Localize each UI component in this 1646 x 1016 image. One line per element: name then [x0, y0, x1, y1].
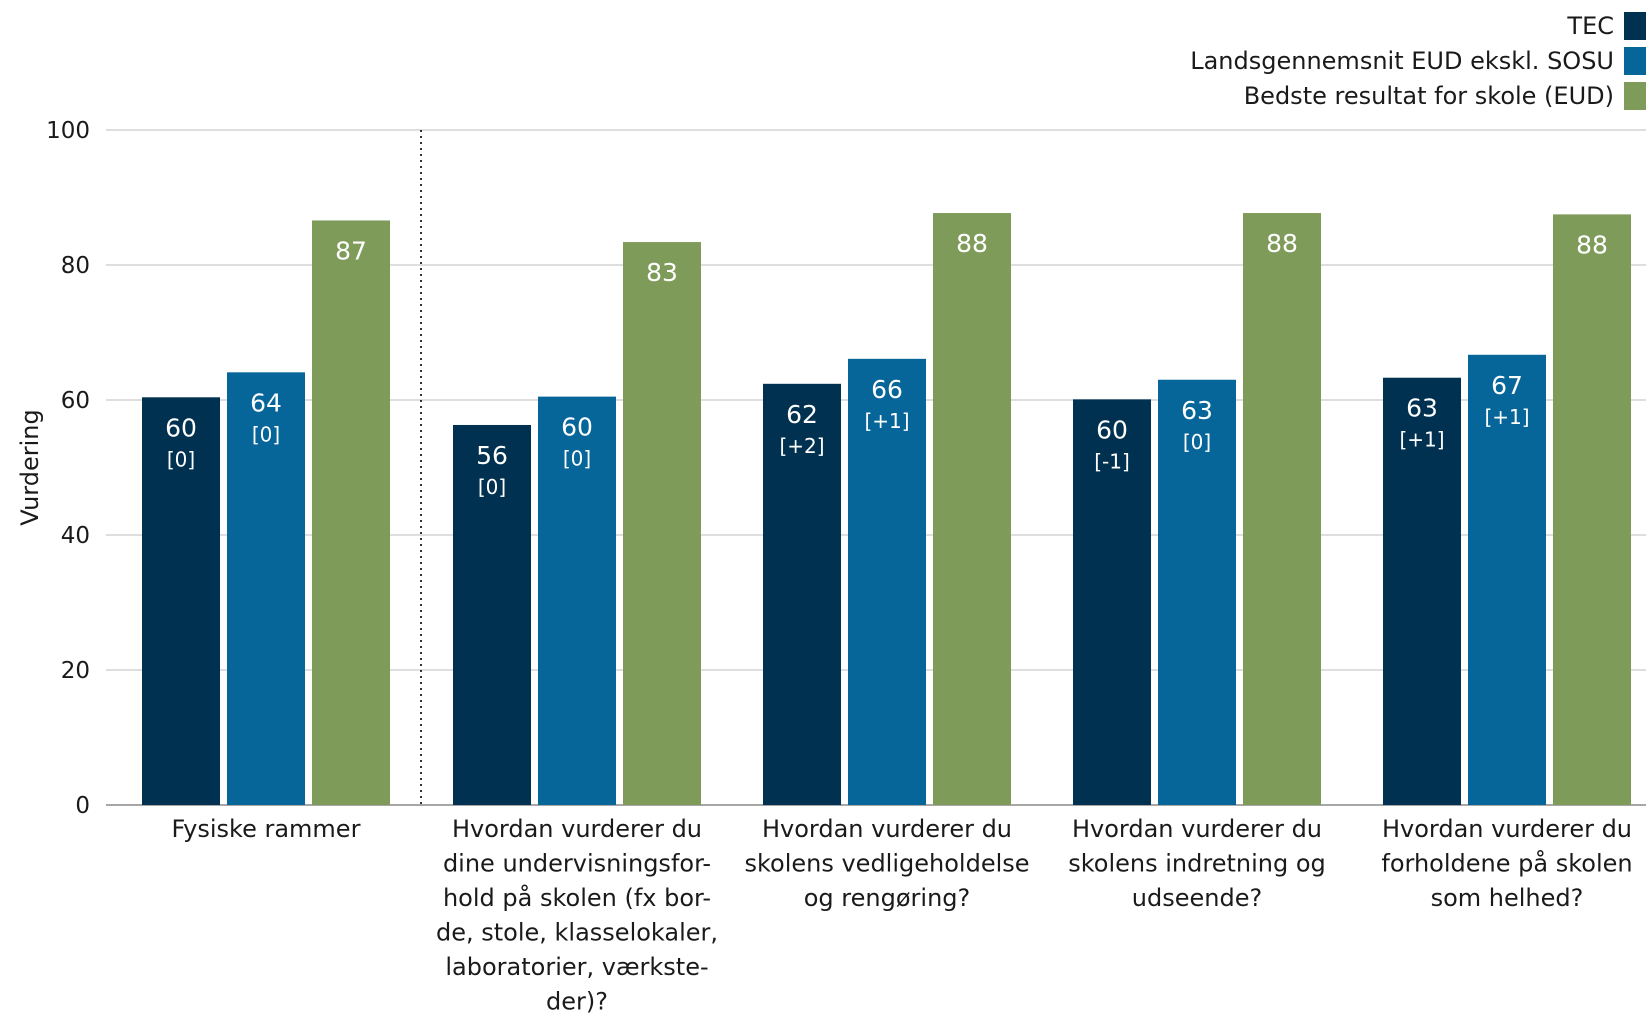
x-tick-label: og rengøring?	[804, 884, 971, 912]
change-label: [+1]	[1484, 405, 1529, 429]
bar	[1073, 399, 1151, 805]
x-tick-label: Hvordan vurderer du	[452, 815, 702, 843]
change-label: [+2]	[779, 434, 824, 458]
legend-item: TEC	[1190, 8, 1646, 43]
data-label: 63	[1406, 394, 1438, 423]
data-label: 60	[165, 413, 197, 442]
y-tick-label: 20	[61, 658, 90, 684]
bar	[763, 383, 841, 805]
y-tick-label: 80	[61, 253, 90, 279]
y-tick-label: 40	[61, 523, 90, 549]
x-tick-label: Hvordan vurderer du	[1072, 815, 1322, 843]
data-label: 60	[1096, 415, 1128, 444]
x-tick-label: forholdene på skolen	[1381, 849, 1632, 878]
legend-swatch	[1624, 46, 1646, 75]
legend-label: Landsgennemsnit EUD ekskl. SOSU	[1190, 46, 1614, 75]
x-tick-label: Hvordan vurderer du	[762, 815, 1012, 843]
data-label: 62	[786, 400, 818, 429]
data-label: 88	[1266, 229, 1298, 258]
bar	[1158, 379, 1236, 805]
data-label: 63	[1181, 396, 1213, 425]
bar	[1468, 354, 1546, 805]
data-label: 66	[871, 375, 903, 404]
bar	[848, 358, 926, 805]
bar	[933, 213, 1011, 805]
y-tick-label: 0	[75, 793, 90, 819]
data-label: 64	[250, 388, 282, 417]
change-label: [0]	[563, 447, 591, 471]
x-tick-label: som helhed?	[1431, 884, 1584, 912]
x-tick-label: skolens vedligeholdelse	[744, 850, 1029, 878]
x-tick-label: skolens indretning og	[1068, 850, 1326, 878]
change-label: [0]	[252, 422, 280, 446]
y-axis-title: Vurdering	[16, 409, 44, 525]
data-label: 88	[1576, 230, 1608, 259]
change-label: [0]	[1183, 430, 1211, 454]
data-label: 67	[1491, 371, 1523, 400]
change-label: [0]	[167, 447, 195, 471]
change-label: [-1]	[1094, 449, 1130, 473]
bar	[142, 397, 220, 805]
change-label: [+1]	[1399, 428, 1444, 452]
data-label: 88	[956, 229, 988, 258]
x-tick-label: hold på skolen (fx bor-	[443, 883, 711, 912]
legend-swatch	[1624, 81, 1646, 110]
bar	[1553, 214, 1631, 805]
bar	[312, 220, 390, 805]
x-tick-label: Hvordan vurderer du	[1382, 815, 1632, 843]
x-tick-label: dine undervisningsfor-	[443, 850, 711, 878]
change-label: [0]	[478, 475, 506, 499]
legend-swatch	[1624, 11, 1646, 40]
y-tick-label: 60	[61, 388, 90, 414]
bar	[1383, 377, 1461, 805]
x-tick-label: Fysiske rammer	[172, 815, 361, 843]
x-tick-label: udseende?	[1132, 884, 1262, 912]
data-label: 83	[646, 258, 678, 287]
legend-item: Bedste resultat for skole (EUD)	[1190, 78, 1646, 113]
x-tick-label: de, stole, klasselokaler,	[436, 919, 718, 947]
legend-item: Landsgennemsnit EUD ekskl. SOSU	[1190, 43, 1646, 78]
change-label: [+1]	[864, 409, 909, 433]
bar	[227, 372, 305, 805]
data-label: 60	[561, 413, 593, 442]
legend-label: TEC	[1567, 11, 1614, 40]
data-label: 87	[335, 236, 367, 265]
data-label: 56	[476, 441, 508, 470]
y-tick-label: 100	[46, 118, 90, 144]
x-tick-label: der)?	[546, 988, 608, 1016]
legend-label: Bedste resultat for skole (EUD)	[1243, 81, 1614, 110]
x-tick-label: laboratorier, værkste-	[445, 953, 708, 981]
legend: TEC Landsgennemsnit EUD ekskl. SOSU Bedste…	[1190, 8, 1646, 113]
bar	[453, 424, 531, 805]
bar	[1243, 213, 1321, 805]
bar	[623, 242, 701, 806]
bar	[538, 396, 616, 805]
